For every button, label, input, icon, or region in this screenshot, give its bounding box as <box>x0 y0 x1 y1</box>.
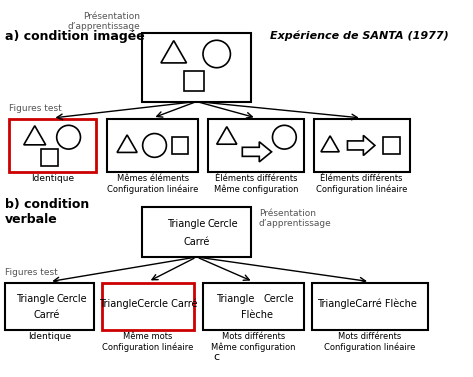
Bar <box>172 137 188 154</box>
Text: Triangle: Triangle <box>216 294 254 303</box>
Text: Même mots
Configuration linéaire: Même mots Configuration linéaire <box>103 332 194 352</box>
Text: Éléments différents
Configuration linéaire: Éléments différents Configuration linéai… <box>316 174 407 194</box>
Text: Cercle: Cercle <box>208 219 238 228</box>
Text: Mots différents
Configuration linéaire: Mots différents Configuration linéaire <box>324 332 416 352</box>
Bar <box>9 119 96 172</box>
Bar <box>209 119 305 172</box>
Bar <box>184 71 204 92</box>
Bar <box>103 283 194 330</box>
Text: Identique: Identique <box>28 332 71 341</box>
Text: Identique: Identique <box>31 174 74 183</box>
Bar <box>5 283 94 330</box>
Text: a) condition imagée: a) condition imagée <box>5 30 144 43</box>
Text: Flèche: Flèche <box>241 310 273 320</box>
Bar <box>142 207 252 257</box>
Text: Carré: Carré <box>184 237 210 247</box>
Text: Carré: Carré <box>34 310 60 320</box>
Text: Cercle: Cercle <box>57 294 88 303</box>
Text: b) condition
verbale: b) condition verbale <box>5 198 89 225</box>
Text: Triangle: Triangle <box>16 294 54 303</box>
Bar <box>142 33 252 101</box>
Bar <box>312 283 428 330</box>
Text: Présentation
d’apprentissage: Présentation d’apprentissage <box>259 208 332 228</box>
Text: Présentation
d’apprentissage: Présentation d’apprentissage <box>67 12 140 31</box>
Text: Figures test: Figures test <box>9 104 62 113</box>
Bar <box>203 283 304 330</box>
Text: c: c <box>214 352 220 362</box>
Text: Triangle: Triangle <box>167 219 206 228</box>
Text: TriangleCercle Carré: TriangleCercle Carré <box>99 298 197 309</box>
Bar <box>107 119 198 172</box>
Text: Expérience de SANTA (1977): Expérience de SANTA (1977) <box>270 30 448 41</box>
Text: TriangleCarré Flèche: TriangleCarré Flèche <box>317 298 417 309</box>
Text: Figures test: Figures test <box>5 268 57 277</box>
Bar <box>383 137 400 154</box>
Text: Éléments différents
Même configuration: Éléments différents Même configuration <box>214 174 299 194</box>
Text: Mêmes éléments
Configuration linéaire: Mêmes éléments Configuration linéaire <box>107 174 198 194</box>
Bar <box>314 119 410 172</box>
Bar <box>41 149 58 166</box>
Text: Mots différents
Même configuration: Mots différents Même configuration <box>211 332 296 352</box>
Text: Cercle: Cercle <box>263 294 294 303</box>
